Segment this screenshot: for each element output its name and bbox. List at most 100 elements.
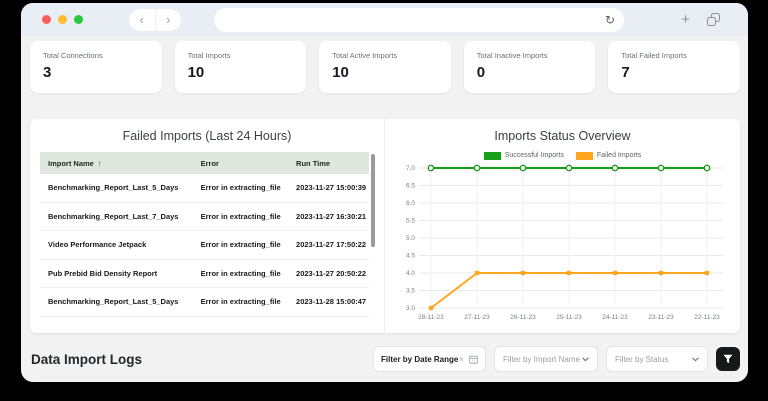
dashboard-content: Total Connections 3 Total Imports 10 Tot… [21,36,748,382]
table-cell: 2023-11-27 15:00:39 [296,183,367,193]
svg-text:23-11-23: 23-11-23 [648,314,674,321]
imports-status-panel: Imports Status Overview Successful Impor… [385,119,740,333]
column-header-run-time[interactable]: Run Time [296,158,331,168]
table-cell: Error in extracting_file [200,211,281,221]
table-row: Benchmarking_Report_Last_5_Days Error in … [40,174,369,203]
chart-legend: Successful Imports Failed Imports [483,151,642,160]
svg-text:5.5: 5.5 [405,218,414,225]
stat-value: 7 [621,64,630,81]
calendar-icon [469,355,478,364]
stat-label: Total Active Imports [332,51,398,60]
browser-window: ‹ › ↻ + Total Connections 3 Total Import… [21,3,748,382]
minimize-window-button[interactable] [58,15,67,24]
svg-text:27-11-23: 27-11-23 [464,314,490,321]
svg-text:24-11-23: 24-11-23 [602,314,628,321]
close-window-button[interactable] [42,15,51,24]
legend-item[interactable]: Failed Imports [575,151,642,160]
import-name-filter[interactable]: Filter by Import Name [494,346,598,372]
svg-text:6.5: 6.5 [405,183,414,190]
table-row: Video Performance Jetpack Error in extrac… [40,231,369,260]
divider [154,8,156,31]
stat-card: Total Inactive Imports 0 [463,41,596,93]
nav-buttons: ‹ › [129,8,182,31]
column-header-error[interactable]: Error [200,158,219,168]
svg-text:3.0: 3.0 [405,305,414,312]
table-row: Benchmarking_Report_Last_7_Days Error in … [40,202,369,231]
svg-text:28-11-23: 28-11-23 [418,314,444,321]
table-cell: Benchmarking_Report_Last_7_Days [48,211,179,221]
svg-text:22-11-23: 22-11-23 [694,314,720,321]
svg-text:4.0: 4.0 [405,270,414,277]
imports-status-chart: 3.0 3.5 4.0 4.5 5.0 5.5 6.0 6.5 7.0 28-11-23 27-11… [405,164,723,321]
stat-label: Total Failed Imports [621,51,687,60]
legend-label: Failed Imports [596,152,642,159]
apply-filter-button[interactable] [716,347,740,371]
legend-swatch [575,151,593,160]
table-cell: Pub Prebid Bid Density Report [48,268,158,278]
chevron-down-icon [582,356,589,361]
date-range-filter-label: Filter by Date Range [381,354,459,364]
svg-text:25-11-23: 25-11-23 [556,314,582,321]
svg-text:7.0: 7.0 [405,165,414,172]
table-cell: Error in extracting_file [200,297,281,307]
svg-text:6.0: 6.0 [405,200,414,207]
table-body: Benchmarking_Report_Last_5_Days Error in … [40,174,369,317]
chevron-down-icon [692,356,699,361]
stat-card: Total Failed Imports 7 [608,41,740,93]
failed-imports-title: Failed Imports (Last 24 Hours) [122,129,292,143]
stat-label: Total Inactive Imports [476,51,548,60]
status-filter-label: Filter by Status [615,354,669,364]
import-name-filter-label: Filter by Import Name [503,354,580,364]
stat-label: Total Imports [187,51,231,60]
svg-text:4.5: 4.5 [405,253,414,260]
table-cell: Video Performance Jetpack [48,240,147,250]
tab-overview-front-square [707,17,716,26]
stat-value: 10 [332,64,349,81]
clear-date-icon[interactable]: × [458,353,464,364]
funnel-icon [723,354,733,364]
maximize-window-button[interactable] [74,15,83,24]
date-range-filter[interactable]: Filter by Date Range × [373,346,486,372]
chart-title: Imports Status Overview [494,129,631,143]
table-cell: 2023-11-28 15:00:47 [296,297,367,307]
stat-label: Total Connections [43,51,103,60]
status-filter[interactable]: Filter by Status [606,346,708,372]
table-row: Pub Prebid Bid Density Report Error in ex… [40,259,369,288]
main-panel: Failed Imports (Last 24 Hours) Import Na… [30,119,740,333]
legend-swatch [483,151,501,160]
stats-row: Total Connections 3 Total Imports 10 Tot… [30,41,740,93]
address-bar[interactable]: ↻ [214,7,624,32]
tab-overview-icon[interactable] [707,13,720,26]
table-cell: 2023-11-27 17:50:22 [296,240,367,250]
sort-asc-icon: ↑ [97,158,102,168]
footer-bar: Data Import Logs Filter by Date Range × … [30,346,740,372]
svg-text:5.0: 5.0 [405,235,414,242]
stat-card: Total Connections 3 [30,41,162,93]
table-cell: Error in extracting_file [200,183,281,193]
refresh-icon[interactable]: ↻ [604,12,615,27]
forward-button[interactable]: › [156,10,182,30]
stat-value: 0 [476,64,486,81]
table-cell: Benchmarking_Report_Last_5_Days [48,183,179,193]
browser-chrome: ‹ › ↻ + [21,3,748,36]
back-button[interactable]: ‹ [129,10,155,30]
new-tab-icon[interactable]: + [681,11,690,28]
chrome-actions: + [681,12,748,27]
stat-value: 10 [187,64,205,81]
table-scrollbar[interactable] [371,154,375,247]
table-header: Import Name ↑ Error Run Time [40,152,369,174]
failed-imports-panel: Failed Imports (Last 24 Hours) Import Na… [30,119,385,333]
table-cell: Benchmarking_Report_Last_5_Days [48,297,179,307]
column-header-import-name[interactable]: Import Name ↑ [40,152,195,174]
legend-item[interactable]: Successful Imports [483,151,564,160]
legend-label: Successful Imports [504,152,564,159]
stat-value: 3 [43,64,52,81]
page-title: Data Import Logs [31,351,143,367]
table-cell: 2023-11-27 16:30:21 [296,211,367,221]
column-label: Import Name [48,158,94,168]
traffic-lights [42,15,83,24]
stat-card: Total Imports 10 [174,41,307,93]
table-cell: 2023-11-27 20:50:22 [296,268,367,278]
svg-text:26-11-23: 26-11-23 [510,314,536,321]
failed-imports-table: Import Name ↑ Error Run Time Benchmarkin… [40,152,375,317]
